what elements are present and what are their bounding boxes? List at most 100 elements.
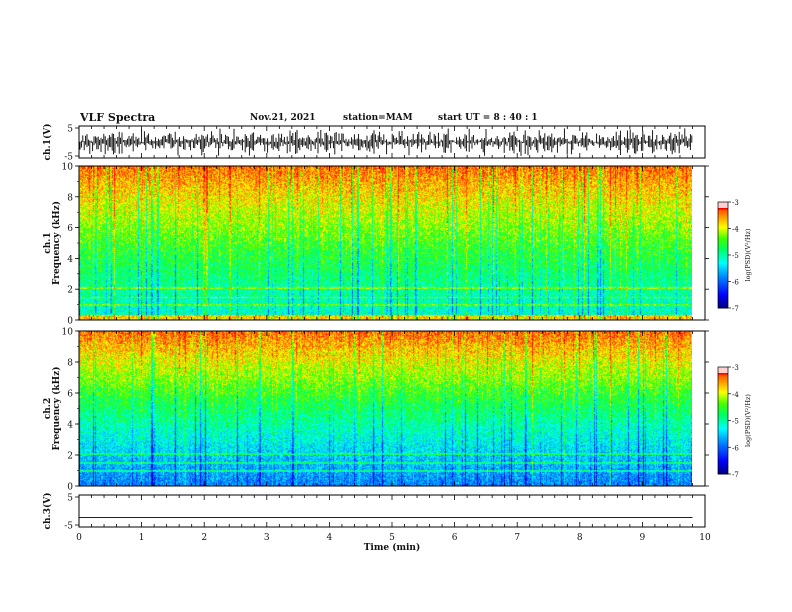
ch1-spectrogram-colorbar-tick-label: -4 (732, 226, 739, 234)
ch1-spectrogram-colorbar-cell (718, 210, 728, 214)
ch1-spectrogram-colorbar-cell (718, 263, 728, 267)
ch2-spectrogram-colorbar-cell (718, 418, 728, 421)
ch2-spectrogram-colorbar-cell (718, 402, 728, 405)
ch2-spectrogram-colorbar-cell (718, 372, 728, 375)
ch2-spectrogram-colorbar-cell (718, 452, 728, 455)
ch2-spectrogram-colorbar-cell (718, 406, 728, 409)
ch1-spectrogram-colorbar-cell (718, 207, 728, 210)
ch1-spectrogram-y-tick-label: 10 (62, 163, 74, 173)
ch2-spectrogram-colorbar-tick-label: -5 (732, 418, 739, 426)
ch2-spectrogram-colorbar-cell (718, 375, 728, 379)
ch1-spectrogram-colorbar-cell (718, 217, 728, 221)
ch1-waveform-y-tick-label: -5 (64, 153, 73, 163)
ch1-spectrogram-colorbar-cell (718, 297, 728, 300)
ch1-spectrogram-colorbar-cell (718, 255, 728, 258)
ch2-spectrogram-colorbar-cell (718, 425, 728, 429)
ch1-spectrogram-colorbar-tick-label: -7 (732, 305, 739, 313)
ch2-spectrogram-colorbar-cell (718, 465, 728, 468)
ch2-spectrogram-colorbar-cell (718, 377, 728, 380)
ch2-spectrogram-colorbar-cell (718, 440, 728, 443)
ch1-spectrogram-y-tick-label: 2 (67, 286, 73, 296)
ch2-spectrogram-colorbar-cell (718, 411, 728, 414)
ch1-spectrogram-ylabel: Frequency (kHz) (51, 201, 62, 285)
ch2-spectrogram-colorbar-cell (718, 379, 728, 382)
ch1-spectrogram-colorbar-cap (718, 202, 728, 208)
ch1-spectrogram-colorbar-cell (718, 293, 728, 297)
ch2-spectrogram-colorbar-tick-label: -6 (732, 444, 739, 452)
ch1-spectrogram-colorbar-cell (718, 235, 728, 238)
ch1-spectrogram-colorbar-cell (718, 256, 728, 260)
ch1-spectrogram-colorbar-cell (718, 209, 728, 212)
ch1-spectrogram-colorbar-cell (718, 221, 728, 224)
ch2-spectrogram-colorbar-cap (718, 367, 728, 373)
ch1-spectrogram-colorbar-cell (718, 272, 728, 275)
ch1-spectrogram-colorbar-cell (718, 288, 728, 291)
ch1-spectrogram-colorbar-tick-label: -3 (732, 199, 739, 207)
ch2-spectrogram-colorbar-cell (718, 429, 728, 432)
ch2-spectrogram-colorbar-cell (718, 397, 728, 400)
ch1-spectrogram-colorbar-cell (718, 267, 728, 270)
ch2-spectrogram-colorbar-cell (718, 399, 728, 402)
ch1-spectrogram-colorbar-cell (718, 295, 728, 298)
ch1-spectrogram-colorbar-cell (718, 262, 728, 265)
ch2-spectrogram-colorbar-tick-label: -7 (732, 471, 739, 479)
ch2-spectrogram-colorbar-cell (718, 415, 728, 418)
ch2-spectrogram-colorbar-cell (718, 391, 728, 395)
ch1-spectrogram-colorbar-cell (718, 237, 728, 240)
ch2-spectrogram-colorbar-cell (718, 381, 728, 384)
x-axis-label: Time (min) (364, 542, 421, 553)
ch2-spectrogram-colorbar-cell (718, 431, 728, 434)
ch1-waveform-trace (79, 128, 693, 156)
ch1-spectrogram-colorbar-cell (718, 277, 728, 281)
ch2-spectrogram-colorbar-cell (718, 424, 728, 427)
x-tick-label: 4 (327, 533, 333, 543)
x-tick-label: 1 (139, 533, 145, 543)
ch1-spectrogram-colorbar-cell (718, 281, 728, 284)
ch2-spectrogram-colorbar-cell (718, 416, 728, 420)
ch1-spectrogram-colorbar-cell (718, 219, 728, 222)
ch2-spectrogram-y-tick-label: 0 (67, 483, 73, 493)
ch1-spectrogram-colorbar-cell (718, 239, 728, 242)
ch1-spectrogram-colorbar-cell (718, 223, 728, 226)
ch1-spectrogram-colorbar-cell (718, 300, 728, 304)
ch1-spectrogram-colorbar-cell (718, 212, 728, 215)
ch2-spectrogram-colorbar-cell (718, 409, 728, 413)
ch1-spectrogram-colorbar-cell (718, 290, 728, 293)
ch1-waveform-ylabel: ch.1(V) (42, 124, 53, 161)
ch1-spectrogram-colorbar-label: log(PSD)(V²/Hz) (744, 228, 752, 281)
ch2-spectrogram-colorbar-cell (718, 445, 728, 448)
ch2-spectrogram-colorbar-cell (718, 420, 728, 423)
ch2-spectrogram-y-tick-label: 10 (62, 328, 74, 338)
ch2-spectrogram-colorbar-cell (718, 436, 728, 439)
x-tick-label: 0 (76, 533, 82, 543)
x-tick-label: 6 (452, 533, 458, 543)
x-tick-label: 7 (514, 533, 520, 543)
ch1-spectrogram-colorbar-cell (718, 216, 728, 219)
ch1-spectrogram-colorbar-cell (718, 269, 728, 272)
ch2-spectrogram-colorbar-cell (718, 470, 728, 473)
x-tick-label: 5 (389, 533, 395, 543)
x-tick-label: 9 (640, 533, 646, 543)
ch2-spectrogram-ylabel: Frequency (kHz) (51, 366, 62, 450)
ch1-spectrogram-colorbar-cell (718, 214, 728, 217)
ch1-spectrogram-colorbar-tick-label: -6 (732, 279, 739, 287)
ch1-spectrogram-colorbar-cell (718, 274, 728, 277)
ch2-spectrogram-colorbar-cell (718, 463, 728, 466)
ch2-spectrogram-colorbar-cell (718, 441, 728, 445)
ch1-spectrogram-y-tick-label: 4 (67, 255, 73, 265)
ch2-spectrogram-colorbar-label: log(PSD)(V²/Hz) (744, 394, 752, 447)
ch3-waveform-y-tick-label: 5 (67, 494, 73, 504)
start-time-label: start UT = 8 : 40 : 1 (438, 113, 538, 123)
ch1-spectrogram-colorbar-cell (718, 224, 728, 228)
ch2-spectrogram-colorbar-cell (718, 395, 728, 398)
ch1-spectrogram-colorbar-cell (718, 260, 728, 263)
ch1-spectrogram-colorbar-cell (718, 246, 728, 249)
ch2-spectrogram-colorbar-cell (718, 472, 728, 475)
ch2-spectrogram-ylabel: ch.2 (43, 398, 53, 419)
ch2-spectrogram-colorbar-cell (718, 400, 728, 404)
ch2-spectrogram-colorbar-cell (718, 390, 728, 393)
ch2-spectrogram-colorbar-cell (718, 459, 728, 463)
ch1-spectrogram-colorbar-cell (718, 299, 728, 302)
ch1-spectrogram-colorbar-cell (718, 230, 728, 233)
